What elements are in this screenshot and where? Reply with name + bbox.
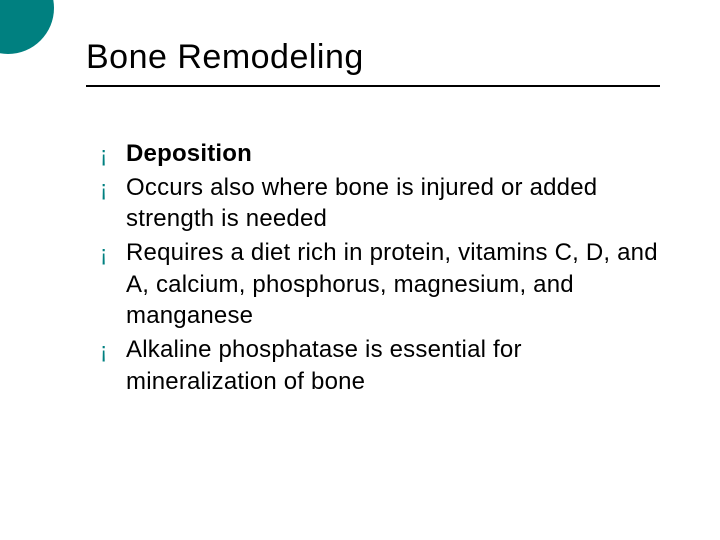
bullet-text: Alkaline phosphatase is essential for mi… [126,334,666,397]
bullet-text: Requires a diet rich in protein, vitamin… [126,237,666,332]
bullet-icon: ¡ [100,172,126,204]
title-block: Bone Remodeling [86,38,660,87]
slide-title: Bone Remodeling [86,38,660,85]
corner-accent-circle [0,0,54,54]
bullet-icon: ¡ [100,138,126,170]
bullet-text: Occurs also where bone is injured or add… [126,172,666,235]
bullet-icon: ¡ [100,334,126,366]
list-item: ¡ Alkaline phosphatase is essential for … [100,334,666,397]
list-item: ¡ Occurs also where bone is injured or a… [100,172,666,235]
title-underline [86,85,660,87]
slide: Bone Remodeling ¡ Deposition ¡ Occurs al… [0,0,720,540]
bullet-icon: ¡ [100,237,126,269]
list-item: ¡ Deposition [100,138,666,170]
bullet-text: Deposition [126,138,666,170]
body-content: ¡ Deposition ¡ Occurs also where bone is… [100,138,666,399]
list-item: ¡ Requires a diet rich in protein, vitam… [100,237,666,332]
